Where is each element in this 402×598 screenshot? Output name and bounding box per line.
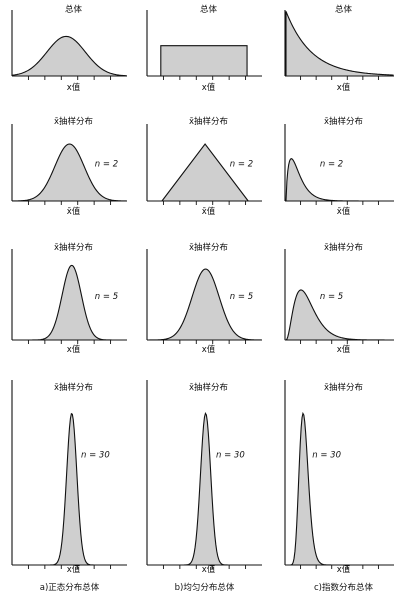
panel-title: x̄抽样分布 — [324, 116, 363, 127]
panel-title: x̄抽样分布 — [54, 382, 93, 393]
x-axis-label: x值 — [337, 82, 351, 93]
x-axis-label: x值 — [67, 82, 81, 93]
distribution-curve — [13, 264, 126, 341]
panel-title: x̄抽样分布 — [189, 116, 228, 127]
panel-title: x̄抽样分布 — [324, 242, 363, 253]
x-axis-label: x值 — [67, 564, 81, 575]
distribution-curve — [148, 411, 261, 566]
distribution-curve — [147, 268, 262, 341]
panel-title: x̄抽样分布 — [324, 382, 363, 393]
sample-size-label: n = 2 — [320, 159, 343, 169]
distribution-curve — [285, 11, 394, 77]
x-axis-label: x值 — [67, 344, 81, 355]
x-axis-label: x值 — [202, 82, 216, 93]
panel-title: x̄抽样分布 — [54, 242, 93, 253]
distribution-curve — [285, 158, 393, 202]
x-axis-label: x值 — [337, 344, 351, 355]
x-axis-label: x̄值 — [67, 206, 81, 217]
distribution-curve — [12, 143, 127, 202]
column-caption: b)均匀分布总体 — [175, 582, 235, 593]
distribution-curve — [284, 289, 394, 341]
distribution-curve — [160, 143, 250, 202]
panel-title: x̄抽样分布 — [189, 242, 228, 253]
column-caption: a)正态分布总体 — [40, 582, 100, 593]
x-axis-label: x值 — [337, 564, 351, 575]
sample-size-label: n = 5 — [230, 292, 253, 302]
sample-size-label: n = 5 — [320, 292, 343, 302]
x-axis-label: x̄值 — [337, 206, 351, 217]
sample-size-label: n = 5 — [95, 292, 118, 302]
x-axis-label: x值 — [202, 564, 216, 575]
distribution-curve — [286, 411, 393, 566]
x-axis-label: x̄值 — [202, 206, 216, 217]
panel-title: 总体 — [200, 4, 218, 15]
sample-size-label: n = 2 — [230, 159, 253, 169]
sample-size-label: n = 30 — [216, 451, 245, 461]
column-caption: c)指数分布总体 — [314, 582, 373, 593]
sample-size-label: n = 2 — [95, 159, 118, 169]
panel-title: 总体 — [335, 4, 353, 15]
x-axis-label: x值 — [202, 344, 216, 355]
distribution-curve — [12, 35, 127, 77]
sample-size-label: n = 30 — [312, 451, 341, 461]
panel-title: x̄抽样分布 — [54, 116, 93, 127]
panel-title: x̄抽样分布 — [189, 382, 228, 393]
distribution-curve — [160, 45, 248, 77]
panel-title: 总体 — [65, 4, 83, 15]
sample-size-label: n = 30 — [81, 451, 110, 461]
distribution-curve — [13, 412, 126, 566]
